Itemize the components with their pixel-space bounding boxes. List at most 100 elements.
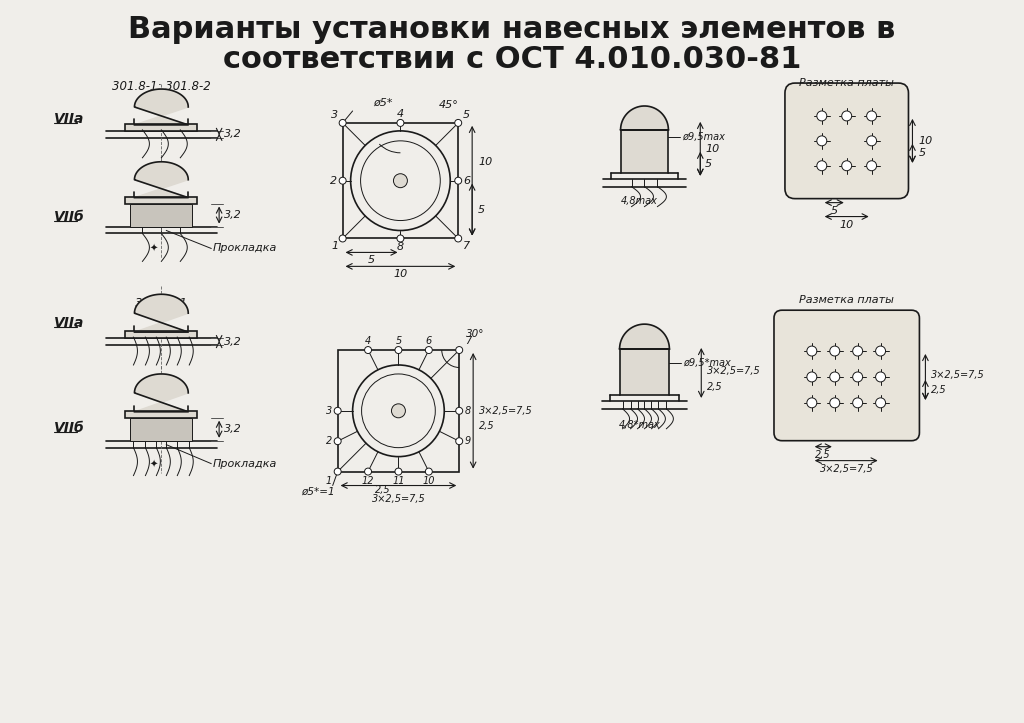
Circle shape (425, 346, 432, 354)
Circle shape (876, 346, 886, 356)
Circle shape (393, 174, 408, 188)
Text: 301.8-1; 301.8-2: 301.8-1; 301.8-2 (112, 80, 211, 93)
Polygon shape (621, 106, 669, 130)
Text: Прокладка: Прокладка (213, 244, 278, 254)
Text: 12: 12 (361, 476, 375, 486)
Text: ø9,5max: ø9,5max (682, 132, 725, 142)
Text: ø9,5*max: ø9,5*max (683, 358, 731, 368)
Text: 3,2: 3,2 (224, 129, 242, 140)
Text: 2,5: 2,5 (479, 421, 495, 431)
Circle shape (842, 111, 852, 121)
FancyBboxPatch shape (785, 83, 908, 199)
Text: 5: 5 (919, 147, 926, 158)
Text: 10: 10 (706, 144, 720, 154)
Text: Варианты установки навесных элементов в: Варианты установки навесных элементов в (128, 14, 896, 44)
Text: 5: 5 (831, 205, 839, 215)
Circle shape (395, 346, 402, 354)
Circle shape (455, 235, 462, 242)
Circle shape (456, 437, 463, 445)
Polygon shape (134, 89, 188, 125)
Text: 3,2: 3,2 (224, 210, 242, 220)
Circle shape (397, 235, 403, 242)
Text: ø5*: ø5* (373, 98, 392, 108)
Text: 2,5: 2,5 (815, 450, 830, 460)
Text: 1: 1 (331, 241, 338, 252)
Circle shape (866, 111, 877, 121)
Circle shape (365, 468, 372, 475)
Circle shape (456, 407, 463, 414)
Text: 4: 4 (365, 336, 371, 346)
Text: Разметка платы: Разметка платы (800, 78, 894, 88)
Text: ø5*=1: ø5*=1 (301, 487, 335, 497)
Text: 10: 10 (393, 270, 408, 279)
Circle shape (334, 407, 341, 414)
Bar (126, 197, 198, 204)
Text: 3: 3 (326, 406, 332, 416)
Text: 3,2: 3,2 (224, 424, 242, 435)
Circle shape (829, 372, 840, 382)
Text: 3×2,5=7,5: 3×2,5=7,5 (708, 366, 761, 376)
Bar (621, 130, 669, 173)
Text: 8: 8 (397, 242, 404, 252)
Circle shape (455, 119, 462, 127)
Bar (126, 411, 198, 418)
Text: 3×2,5=7,5: 3×2,5=7,5 (372, 495, 425, 505)
Text: 3×2,5=7,5: 3×2,5=7,5 (479, 406, 532, 416)
Bar (126, 331, 198, 338)
Text: VIIб: VIIб (54, 421, 85, 435)
Bar (343, 123, 458, 239)
Text: Прокладка: Прокладка (213, 458, 278, 469)
Text: 2,5: 2,5 (708, 382, 723, 392)
Circle shape (807, 398, 817, 408)
Text: 4: 4 (397, 109, 404, 119)
Circle shape (397, 119, 403, 127)
Bar (620, 349, 670, 395)
Circle shape (853, 346, 862, 356)
Text: 10: 10 (840, 220, 854, 229)
Circle shape (339, 177, 346, 184)
Text: 3×2,5=7,5: 3×2,5=7,5 (820, 463, 873, 474)
Text: 7: 7 (463, 241, 470, 252)
Circle shape (866, 136, 877, 146)
Circle shape (876, 398, 886, 408)
Circle shape (853, 398, 862, 408)
Circle shape (853, 372, 862, 382)
Text: соответствии с ОСТ 4.010.030-81: соответствии с ОСТ 4.010.030-81 (223, 45, 801, 74)
Text: 2: 2 (330, 176, 337, 186)
Text: 3,2: 3,2 (224, 337, 242, 346)
Polygon shape (134, 374, 188, 412)
Polygon shape (620, 324, 670, 349)
Text: 2,5: 2,5 (376, 484, 391, 495)
Text: VIIа: VIIа (54, 112, 84, 126)
Bar (338, 350, 459, 471)
Circle shape (365, 346, 372, 354)
Bar (130, 204, 193, 226)
Text: 4,8max: 4,8max (622, 196, 658, 205)
Text: 10: 10 (919, 136, 933, 146)
Circle shape (817, 111, 826, 121)
Text: ✦: ✦ (150, 460, 158, 470)
Bar (126, 124, 198, 131)
Circle shape (334, 468, 341, 475)
Circle shape (395, 468, 402, 475)
Text: Разметка платы: Разметка платы (800, 295, 894, 305)
Text: 8: 8 (465, 406, 471, 416)
Text: 5: 5 (368, 255, 375, 265)
Circle shape (391, 404, 406, 418)
Text: 301.12-1: 301.12-1 (135, 296, 187, 309)
Text: 3×2,5=7,5: 3×2,5=7,5 (932, 370, 985, 380)
Text: 3: 3 (331, 110, 338, 120)
Text: 6: 6 (464, 176, 471, 186)
Polygon shape (134, 294, 188, 332)
Circle shape (817, 161, 826, 171)
Circle shape (817, 136, 826, 146)
Circle shape (866, 161, 877, 171)
Text: 2,5: 2,5 (932, 385, 947, 395)
Circle shape (339, 119, 346, 127)
Text: 2: 2 (326, 436, 332, 446)
Text: 6: 6 (426, 336, 432, 346)
Circle shape (876, 372, 886, 382)
Polygon shape (134, 162, 188, 197)
Text: 5: 5 (706, 159, 713, 168)
Circle shape (807, 346, 817, 356)
